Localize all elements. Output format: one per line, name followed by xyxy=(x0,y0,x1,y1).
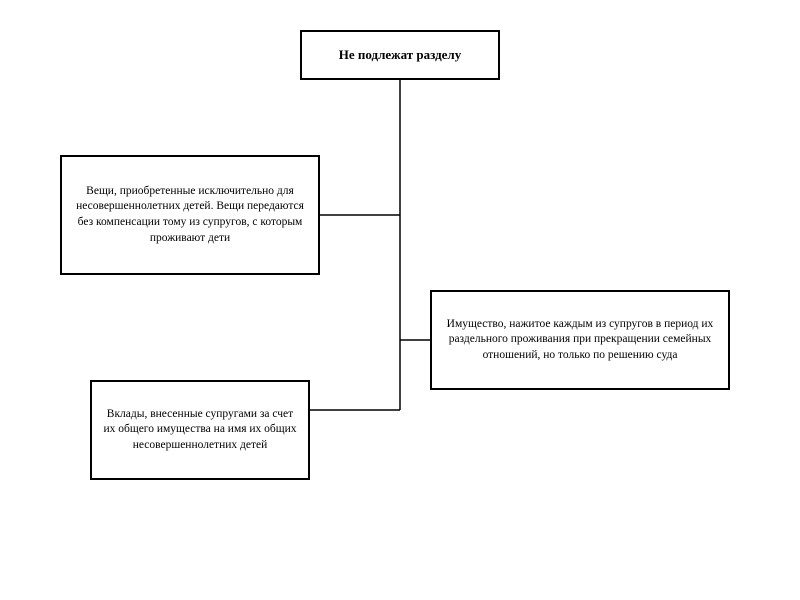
child-label-3: Имущество, нажитое каждым из супругов в … xyxy=(440,317,720,364)
diagram-canvas: Не подлежат разделу Вещи, приобретенные … xyxy=(0,0,800,600)
child-node-1: Вещи, приобретенные исключительно для не… xyxy=(60,155,320,275)
child-label-1: Вещи, приобретенные исключительно для не… xyxy=(70,184,310,246)
child-node-2: Вклады, внесенные супругами за счет их о… xyxy=(90,380,310,480)
root-label: Не подлежат разделу xyxy=(310,46,490,64)
child-label-2: Вклады, внесенные супругами за счет их о… xyxy=(100,407,300,454)
root-node: Не подлежат разделу xyxy=(300,30,500,80)
child-node-3: Имущество, нажитое каждым из супругов в … xyxy=(430,290,730,390)
